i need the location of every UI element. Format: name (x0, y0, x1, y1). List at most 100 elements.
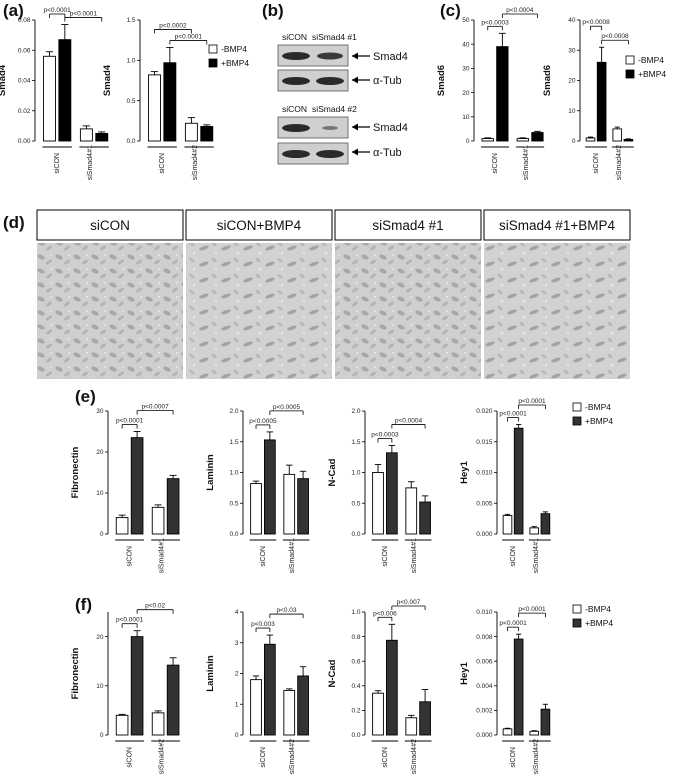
y-tick-label: 0.006 (476, 658, 493, 665)
bar (502, 515, 513, 535)
bar (264, 439, 276, 535)
bar (115, 714, 129, 736)
y-tick-label: 10 (462, 114, 470, 121)
bar (250, 483, 262, 535)
bar (297, 675, 309, 736)
p-value-label: p<0.0005 (249, 418, 277, 425)
bar (540, 513, 551, 535)
chart-f1: 0 10 20 Fibronectin siCON siSmad4#2 p<0.0001p<… (70, 603, 180, 774)
y-tick-label: 40 (568, 17, 576, 24)
y-tick-label: 0.8 (351, 634, 360, 641)
y-tick-label: 0.015 (476, 439, 493, 446)
y-tick-label: 0 (100, 732, 104, 739)
p-value-label: p<0.0002 (159, 22, 187, 29)
y-axis-label: N-Cad (327, 458, 338, 486)
y-tick-label: 0 (235, 732, 239, 739)
x-category-label: siCON (159, 153, 166, 174)
wb2-label-smad4: Smad4 (373, 122, 408, 134)
y-tick-label: 10 (568, 108, 576, 115)
bar (163, 62, 177, 142)
bar (516, 138, 529, 142)
bar (386, 639, 398, 736)
y-axis-label: Smad4 (0, 64, 8, 96)
wb2-lane-label-2: siSmad4 #2 (312, 104, 357, 114)
x-category-label: siCON (127, 546, 134, 567)
micrograph-3 (335, 243, 481, 379)
bar (386, 452, 398, 535)
x-category-label: siCON (510, 546, 517, 567)
bar (372, 472, 384, 535)
bar (43, 55, 56, 142)
wb1-band-smad4 (277, 44, 349, 67)
y-tick-label: 20 (568, 78, 576, 85)
y-tick-label: 0.020 (476, 408, 493, 415)
wb2-label-tub: α-Tub (373, 147, 402, 159)
chart-e1: 0 10 20 30 Fibronectin siCON siSmad4#1 p<0.0001… (70, 404, 180, 573)
x-category-label: siCON (382, 546, 389, 567)
y-tick-label: 3 (235, 640, 239, 647)
micro-title-box-1 (36, 209, 184, 241)
p-value-label: p<0.006 (373, 610, 397, 617)
y-tick-label: 10 (96, 683, 104, 690)
y-tick-label: 0.0 (126, 138, 135, 145)
y-tick-label: 0.6 (351, 658, 360, 665)
x-category-label: siCON (492, 153, 499, 174)
micro-title-box-3 (334, 209, 482, 241)
p-value-label: p<0.0004 (506, 7, 534, 14)
y-tick-label: 0.000 (476, 531, 493, 538)
chart-c1: 0 10 20 30 40 50 Smad6 siCON siSmad4#1 p<0.0003 p<… (436, 7, 545, 180)
y-tick-label: 1.5 (126, 17, 135, 24)
bar (297, 478, 309, 535)
panel-letter-b: (b) (262, 1, 284, 20)
legend-c: -BMP4 +BMP4 (625, 55, 666, 79)
y-tick-label: 0.04 (18, 78, 31, 85)
legend-f-minus: -BMP4 (585, 604, 611, 614)
bar (596, 61, 607, 142)
wb1-lane-label-2: siSmad4 #1 (312, 32, 357, 42)
wb1-band-tub (277, 69, 349, 92)
y-tick-label: 1.0 (229, 470, 238, 477)
bar (283, 689, 296, 736)
y-tick-label: 0.010 (476, 609, 493, 616)
y-tick-label: 0.0 (351, 531, 360, 538)
y-tick-label: 0.004 (476, 683, 493, 690)
p-value-label: p<0.0003 (481, 19, 509, 26)
y-axis-label: Smad6 (542, 65, 553, 96)
p-value-label: p<0.0001 (116, 418, 144, 425)
y-axis-label: Laminin (205, 655, 216, 692)
y-tick-label: 20 (96, 449, 104, 456)
bar (419, 501, 431, 535)
p-value-label: p<0.0001 (518, 606, 546, 613)
x-category-label: siSmad4#2 (159, 739, 166, 774)
p-value-label: p<0.03 (276, 607, 296, 614)
p-value-label: p<0.0001 (70, 11, 98, 18)
y-axis-label: Smad4 (102, 64, 113, 96)
legend-c-minus: -BMP4 (638, 55, 664, 65)
micrograph-2 (186, 243, 332, 379)
y-tick-label: 0.008 (476, 634, 493, 641)
panel-letter-f: (f) (75, 595, 92, 614)
y-tick-label: 2 (235, 671, 239, 678)
x-category-label: siSmad4#2 (289, 739, 296, 774)
chart-e2: 0.0 0.5 1.0 1.5 2.0 Laminin siCON siSmad4#1 p<0.… (205, 404, 310, 573)
y-tick-label: 50 (462, 17, 470, 24)
micro-title-4: siSmad4 #1+BMP4 (499, 218, 615, 233)
p-value-label: p<0.0008 (601, 33, 629, 40)
chart-f3: 0.0 0.2 0.4 0.6 0.8 1.0 N-Cad siCON siSmad4#2 p<0… (327, 599, 432, 774)
bar (513, 427, 524, 535)
bar (200, 126, 214, 142)
bar (250, 679, 262, 736)
bar (115, 517, 129, 535)
wb1-lane-label-1: siCON (282, 32, 307, 42)
y-tick-label: 0.02 (18, 108, 31, 115)
bar (540, 708, 551, 736)
legend-c-plus: +BMP4 (638, 69, 666, 79)
bar (585, 137, 596, 142)
p-value-label: p<0.0001 (499, 620, 527, 627)
y-tick-label: 0.010 (476, 470, 493, 477)
bar (130, 636, 144, 736)
bar (151, 712, 165, 736)
y-tick-label: 0.002 (476, 708, 493, 715)
